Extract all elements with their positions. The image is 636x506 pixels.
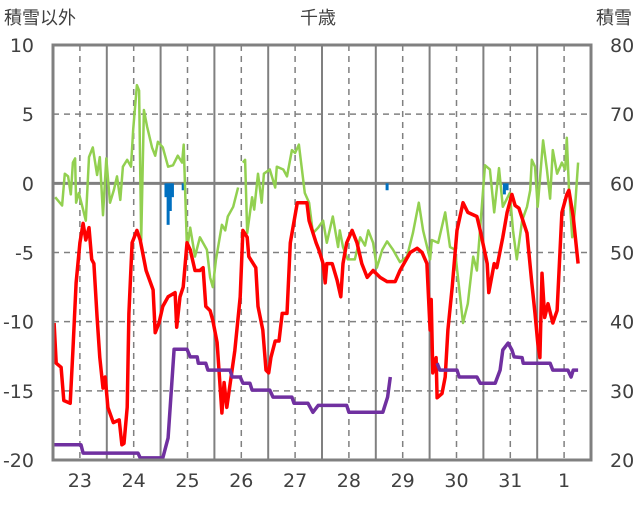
x-tick-label: 25: [175, 470, 199, 492]
chart-title: 千歳: [300, 8, 336, 29]
y-tick-label: 10: [10, 35, 34, 57]
precipitation-bar: [170, 183, 174, 198]
grid: [53, 45, 591, 460]
precipitation-bar: [181, 183, 185, 191]
plot-frame: [51, 43, 593, 462]
x-tick-label: 1: [558, 470, 570, 492]
y2-tick-label: 60: [610, 173, 634, 195]
left-axis-label: 積雪以外: [4, 8, 76, 29]
y-tick-label: -15: [3, 381, 34, 403]
series-line-purple: [54, 341, 579, 460]
x-tick-label: 24: [122, 470, 146, 492]
x-tick-label: 23: [68, 470, 92, 492]
precipitation-bar: [502, 183, 506, 195]
series-lines: [52, 83, 580, 460]
y-tick-label: 5: [22, 104, 34, 126]
y2-tick-label: 80: [610, 35, 634, 57]
x-tick-label: 29: [391, 470, 415, 492]
x-tick-label: 27: [283, 470, 307, 492]
y2-tick-label: 50: [610, 243, 634, 265]
right-axis-label: 積雪: [596, 8, 632, 29]
x-tick-label: 30: [444, 470, 468, 492]
x-tick-label: 26: [229, 470, 253, 492]
y2-tick-label: 20: [610, 450, 634, 472]
precipitation-bar: [164, 183, 168, 198]
y-tick-label: -10: [3, 312, 34, 334]
y-tick-label: -20: [3, 450, 34, 472]
precipitation-bar: [385, 183, 389, 191]
series-line-red: [52, 188, 580, 447]
precipitation-bars: [164, 183, 509, 225]
series-line-green: [54, 83, 580, 325]
precipitation-bar: [168, 183, 172, 211]
y-tick-label: 0: [22, 173, 34, 195]
y2-tick-label: 70: [610, 104, 634, 126]
x-tick-label: 31: [498, 470, 522, 492]
precipitation-bar: [166, 183, 170, 225]
y2-tick-label: 40: [610, 312, 634, 334]
y-tick-label: -5: [15, 243, 34, 265]
precipitation-bar: [505, 183, 509, 191]
x-tick-label: 28: [337, 470, 361, 492]
y2-tick-label: 30: [610, 381, 634, 403]
